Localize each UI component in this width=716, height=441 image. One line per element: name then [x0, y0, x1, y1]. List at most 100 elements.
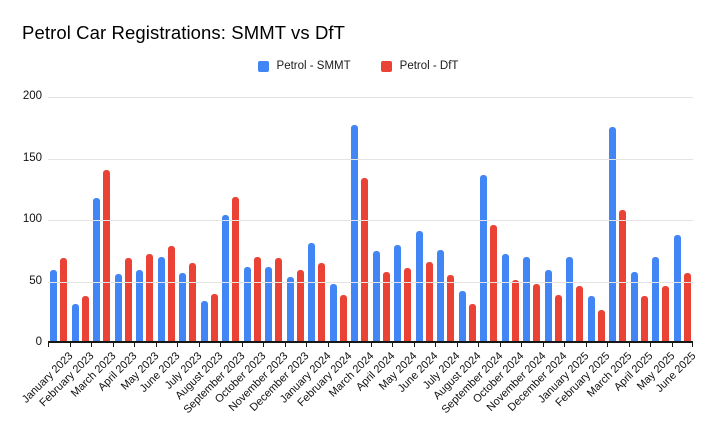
axis-tick [650, 343, 651, 347]
bar-petrol-smmt [114, 274, 122, 343]
axis-tick [241, 343, 243, 347]
bar-petrol-smmt [265, 266, 273, 343]
bar-petrol-dft [81, 296, 89, 343]
bar-group [414, 97, 436, 343]
bar-group [134, 97, 156, 343]
axis-tick [478, 343, 479, 347]
bar-petrol-dft [511, 280, 519, 343]
bar-group [156, 97, 178, 343]
bar-petrol-smmt [415, 231, 423, 343]
axis-tick [327, 343, 329, 347]
bar-petrol-dft [554, 295, 562, 343]
y-gridline [48, 158, 693, 160]
legend-label-smmt: Petrol - SMMT [276, 60, 351, 72]
bar-petrol-dft [404, 267, 412, 343]
bar-petrol-dft [662, 286, 670, 343]
bar-group [650, 97, 672, 343]
plot-area [48, 97, 693, 343]
bar-petrol-dft [490, 224, 498, 343]
bar-group [113, 97, 135, 343]
bar-petrol-dft [339, 295, 347, 343]
chart-title: Petrol Car Registrations: SMMT vs DfT [22, 22, 346, 43]
bar-group [285, 97, 307, 343]
bar-petrol-dft [447, 275, 455, 343]
legend-swatch-smmt [257, 60, 269, 72]
bar-petrol-smmt [566, 256, 574, 343]
bar-group [220, 97, 242, 343]
bar-group [48, 97, 70, 343]
bar-petrol-smmt [394, 244, 402, 343]
axis-tick [564, 343, 565, 347]
bar-petrol-dft [468, 303, 476, 343]
bar-group [457, 97, 479, 343]
legend-label-dft: Petrol - DfT [399, 60, 459, 72]
x-axis-line [48, 341, 693, 343]
bar-petrol-smmt [93, 197, 101, 343]
axis-tick [220, 343, 221, 347]
bar-petrol-dft [296, 270, 304, 343]
axis-tick [91, 343, 92, 347]
bar-petrol-dft [361, 178, 369, 343]
bar-group [263, 97, 285, 343]
axis-tick [628, 343, 630, 347]
bar-petrol-smmt [222, 215, 230, 343]
bar-petrol-smmt [286, 276, 294, 343]
bar-petrol-dft [189, 263, 197, 343]
bar-petrol-smmt [351, 125, 359, 343]
axis-tick [112, 343, 114, 347]
axis-tick [585, 343, 587, 347]
bar-petrol-smmt [372, 250, 380, 343]
bar-group [70, 97, 92, 343]
bar-group [543, 97, 565, 343]
bar-petrol-smmt [523, 256, 531, 343]
y-gridline [48, 281, 693, 283]
bar-petrol-smmt [673, 234, 681, 343]
bar-petrol-dft [232, 196, 240, 343]
bar-petrol-smmt [544, 270, 552, 343]
axis-tick [370, 343, 372, 347]
bar-group [199, 97, 221, 343]
bar-petrol-dft [124, 258, 132, 343]
bar-group [91, 97, 113, 343]
bar-petrol-smmt [458, 291, 466, 343]
bar-petrol-dft [275, 258, 283, 343]
bar-petrol-smmt [157, 256, 165, 343]
y-axis-label: 200 [22, 90, 42, 102]
bar-petrol-smmt [71, 303, 79, 343]
bar-group [607, 97, 629, 343]
axis-tick [349, 343, 350, 347]
axis-tick [306, 343, 307, 347]
bar-petrol-smmt [609, 126, 617, 343]
bar-group [564, 97, 586, 343]
legend: Petrol - SMMT Petrol - DfT [0, 60, 716, 72]
bar-petrol-dft [425, 261, 433, 343]
bar-petrol-smmt [329, 283, 337, 343]
bar-group [177, 97, 199, 343]
bar-group [242, 97, 264, 343]
axis-tick [134, 343, 135, 347]
axis-tick [542, 343, 544, 347]
axis-tick [456, 343, 458, 347]
bar-petrol-dft [533, 283, 541, 343]
axis-tick [607, 343, 608, 347]
bar-petrol-smmt [630, 271, 638, 343]
legend-swatch-dft [380, 60, 392, 72]
bar-petrol-dft [619, 210, 627, 343]
bar-group [306, 97, 328, 343]
axis-tick [155, 343, 157, 347]
bar-petrol-smmt [437, 249, 445, 343]
bar-petrol-smmt [200, 301, 208, 343]
bar-petrol-dft [597, 309, 605, 343]
bar-petrol-dft [167, 245, 175, 343]
bar-group [392, 97, 414, 343]
y-gridline [48, 97, 693, 98]
bar-petrol-smmt [501, 254, 509, 343]
y-axis-label: 150 [22, 151, 42, 164]
legend-item-dft: Petrol - DfT [380, 60, 459, 72]
axis-tick [499, 343, 501, 347]
bar-petrol-smmt [243, 266, 251, 343]
bar-petrol-dft [683, 272, 691, 343]
axis-tick [521, 343, 522, 347]
axis-tick [177, 343, 178, 347]
